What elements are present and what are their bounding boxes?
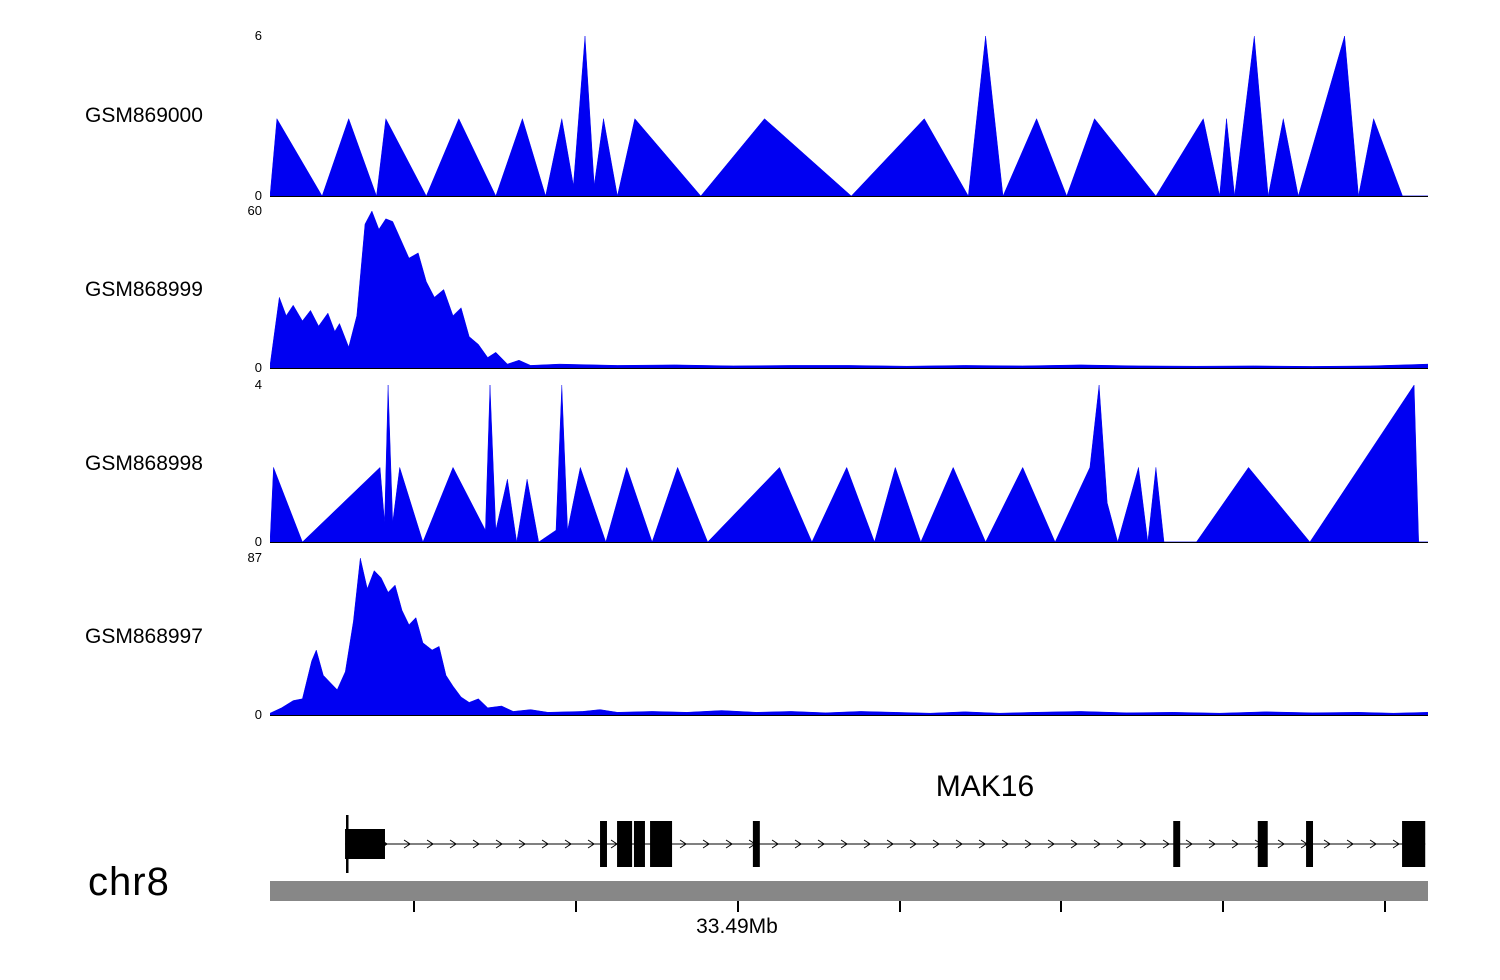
coverage-area [270, 384, 1428, 542]
coverage-plot [270, 384, 1428, 543]
coverage-area [270, 35, 1428, 196]
coverage-track-3: GSM868998 4 0 [0, 377, 1500, 549]
coverage-track-2: GSM868999 60 0 [0, 203, 1500, 375]
track-label: GSM868998 [85, 451, 203, 475]
axis-tick [737, 901, 739, 912]
y-axis-max: 60 [247, 203, 262, 218]
y-axis-min: 0 [254, 188, 262, 203]
axis-ticks [270, 901, 1428, 912]
y-axis-max: 6 [254, 28, 262, 43]
gene-name-label: MAK16 [935, 770, 1035, 803]
axis-coordinate-label: 33.49Mb [696, 915, 778, 938]
axis-tick [1060, 901, 1062, 912]
track-label: GSM868999 [85, 277, 203, 301]
track-label: GSM869000 [85, 104, 203, 127]
coverage-area [270, 210, 1428, 368]
coverage-area [270, 557, 1428, 715]
coverage-plot [270, 210, 1428, 369]
axis-tick [413, 901, 415, 912]
y-axis-min: 0 [254, 534, 262, 549]
axis-tick [575, 901, 577, 912]
y-axis-max: 87 [247, 550, 262, 565]
coverage-plot [270, 557, 1428, 716]
y-axis-min: 0 [254, 360, 262, 375]
y-axis-min: 0 [254, 707, 262, 722]
chromosome-name: chr8 [88, 860, 170, 904]
axis-tick [1384, 901, 1386, 912]
chromosome-ideogram-bar [270, 881, 1428, 901]
axis-tick [899, 901, 901, 912]
axis-tick [1222, 901, 1224, 912]
coverage-track-4: GSM868997 87 0 [0, 550, 1500, 722]
gene-model [345, 815, 1426, 873]
track-label: GSM868997 [85, 624, 203, 648]
coverage-track-1: GSM869000 6 0 [0, 28, 1500, 203]
y-axis-max: 4 [254, 377, 262, 392]
coverage-plot [270, 35, 1428, 197]
